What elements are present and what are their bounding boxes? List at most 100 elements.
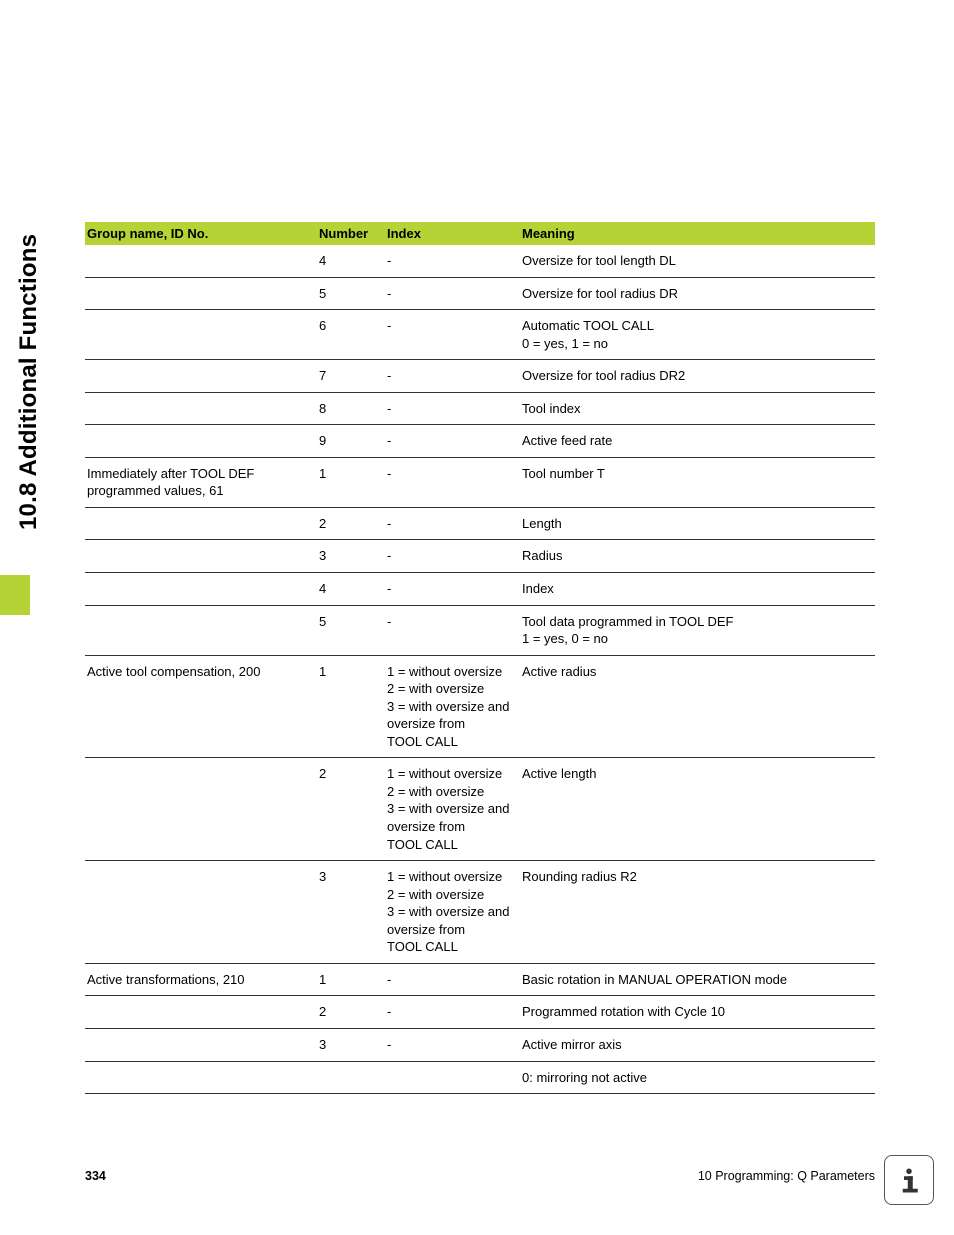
table-header-row: Group name, ID No. Number Index Meaning — [85, 222, 875, 245]
cell-meaning: Tool index — [520, 392, 875, 425]
table-row: 5-Tool data programmed in TOOL DEF1 = ye… — [85, 605, 875, 655]
cell-index: - — [385, 1028, 520, 1061]
page-footer: 334 10 Programming: Q Parameters — [85, 1169, 875, 1183]
page: 10.8 Additional Functions Group name, ID… — [0, 0, 954, 1235]
page-number: 334 — [85, 1169, 106, 1183]
table-row: 0: mirroring not active — [85, 1061, 875, 1094]
cell-group — [85, 277, 317, 310]
table-row: 7-Oversize for tool radius DR2 — [85, 360, 875, 393]
cell-group — [85, 425, 317, 458]
table-row: 8-Tool index — [85, 392, 875, 425]
cell-index: - — [385, 277, 520, 310]
side-section-title: 10.8 Additional Functions — [15, 234, 43, 530]
cell-index: - — [385, 457, 520, 507]
cell-number: 5 — [317, 277, 385, 310]
cell-index: - — [385, 360, 520, 393]
cell-number: 3 — [317, 1028, 385, 1061]
col-header-index: Index — [385, 222, 520, 245]
cell-index: 1 = without oversize2 = with oversize3 =… — [385, 655, 520, 758]
cell-index: 1 = without oversize2 = with oversize3 =… — [385, 758, 520, 861]
chapter-label: 10 Programming: Q Parameters — [698, 1169, 875, 1183]
cell-number: 7 — [317, 360, 385, 393]
cell-number: 2 — [317, 507, 385, 540]
cell-group — [85, 996, 317, 1029]
cell-number: 3 — [317, 540, 385, 573]
cell-index: - — [385, 540, 520, 573]
cell-number: 9 — [317, 425, 385, 458]
table-row: 4-Oversize for tool length DL — [85, 245, 875, 277]
table-row: 3-Active mirror axis — [85, 1028, 875, 1061]
cell-meaning: Active mirror axis — [520, 1028, 875, 1061]
cell-index: - — [385, 392, 520, 425]
table-body: 4-Oversize for tool length DL5-Oversize … — [85, 245, 875, 1094]
cell-meaning: 0: mirroring not active — [520, 1061, 875, 1094]
col-header-meaning: Meaning — [520, 222, 875, 245]
side-tab — [0, 575, 30, 615]
cell-meaning: Radius — [520, 540, 875, 573]
cell-meaning: Oversize for tool radius DR — [520, 277, 875, 310]
cell-number: 2 — [317, 758, 385, 861]
cell-meaning: Active radius — [520, 655, 875, 758]
col-header-group: Group name, ID No. — [85, 222, 317, 245]
cell-meaning: Oversize for tool radius DR2 — [520, 360, 875, 393]
cell-group — [85, 245, 317, 277]
table-row: 2-Programmed rotation with Cycle 10 — [85, 996, 875, 1029]
cell-number: 4 — [317, 245, 385, 277]
cell-index: - — [385, 996, 520, 1029]
cell-meaning: Oversize for tool length DL — [520, 245, 875, 277]
cell-group — [85, 507, 317, 540]
cell-group — [85, 573, 317, 606]
cell-number: 1 — [317, 457, 385, 507]
cell-meaning: Tool data programmed in TOOL DEF1 = yes,… — [520, 605, 875, 655]
info-glyph-icon — [894, 1165, 924, 1195]
cell-meaning: Rounding radius R2 — [520, 861, 875, 964]
table-row: 3-Radius — [85, 540, 875, 573]
cell-group — [85, 758, 317, 861]
cell-group — [85, 310, 317, 360]
cell-group — [85, 360, 317, 393]
cell-meaning: Automatic TOOL CALL0 = yes, 1 = no — [520, 310, 875, 360]
cell-index: - — [385, 310, 520, 360]
cell-meaning: Length — [520, 507, 875, 540]
cell-group: Active transformations, 210 — [85, 963, 317, 996]
table-row: 5-Oversize for tool radius DR — [85, 277, 875, 310]
col-header-number: Number — [317, 222, 385, 245]
table-row: Active tool compensation, 20011 = withou… — [85, 655, 875, 758]
cell-number: 1 — [317, 963, 385, 996]
cell-group — [85, 392, 317, 425]
cell-group: Active tool compensation, 200 — [85, 655, 317, 758]
table-row: 6-Automatic TOOL CALL0 = yes, 1 = no — [85, 310, 875, 360]
cell-group — [85, 861, 317, 964]
cell-meaning: Programmed rotation with Cycle 10 — [520, 996, 875, 1029]
cell-group — [85, 540, 317, 573]
table-row: 9-Active feed rate — [85, 425, 875, 458]
cell-meaning: Tool number T — [520, 457, 875, 507]
table-row: 2-Length — [85, 507, 875, 540]
cell-number: 5 — [317, 605, 385, 655]
table-row: 31 = without oversize2 = with oversize3 … — [85, 861, 875, 964]
table-row: Active transformations, 2101-Basic rotat… — [85, 963, 875, 996]
cell-index: - — [385, 963, 520, 996]
content-area: Group name, ID No. Number Index Meaning … — [85, 222, 875, 1094]
cell-number: 3 — [317, 861, 385, 964]
cell-index: - — [385, 425, 520, 458]
parameters-table: Group name, ID No. Number Index Meaning … — [85, 222, 875, 1094]
cell-number: 6 — [317, 310, 385, 360]
info-icon — [884, 1155, 934, 1205]
cell-meaning: Active length — [520, 758, 875, 861]
cell-group: Immediately after TOOL DEF programmed va… — [85, 457, 317, 507]
cell-number: 1 — [317, 655, 385, 758]
cell-group — [85, 605, 317, 655]
cell-number: 8 — [317, 392, 385, 425]
cell-group — [85, 1028, 317, 1061]
cell-index: - — [385, 573, 520, 606]
table-row: Immediately after TOOL DEF programmed va… — [85, 457, 875, 507]
cell-index: - — [385, 507, 520, 540]
cell-index — [385, 1061, 520, 1094]
cell-meaning: Index — [520, 573, 875, 606]
cell-index: - — [385, 605, 520, 655]
cell-meaning: Basic rotation in MANUAL OPERATION mode — [520, 963, 875, 996]
cell-index: 1 = without oversize2 = with oversize3 =… — [385, 861, 520, 964]
table-row: 21 = without oversize2 = with oversize3 … — [85, 758, 875, 861]
cell-number: 2 — [317, 996, 385, 1029]
